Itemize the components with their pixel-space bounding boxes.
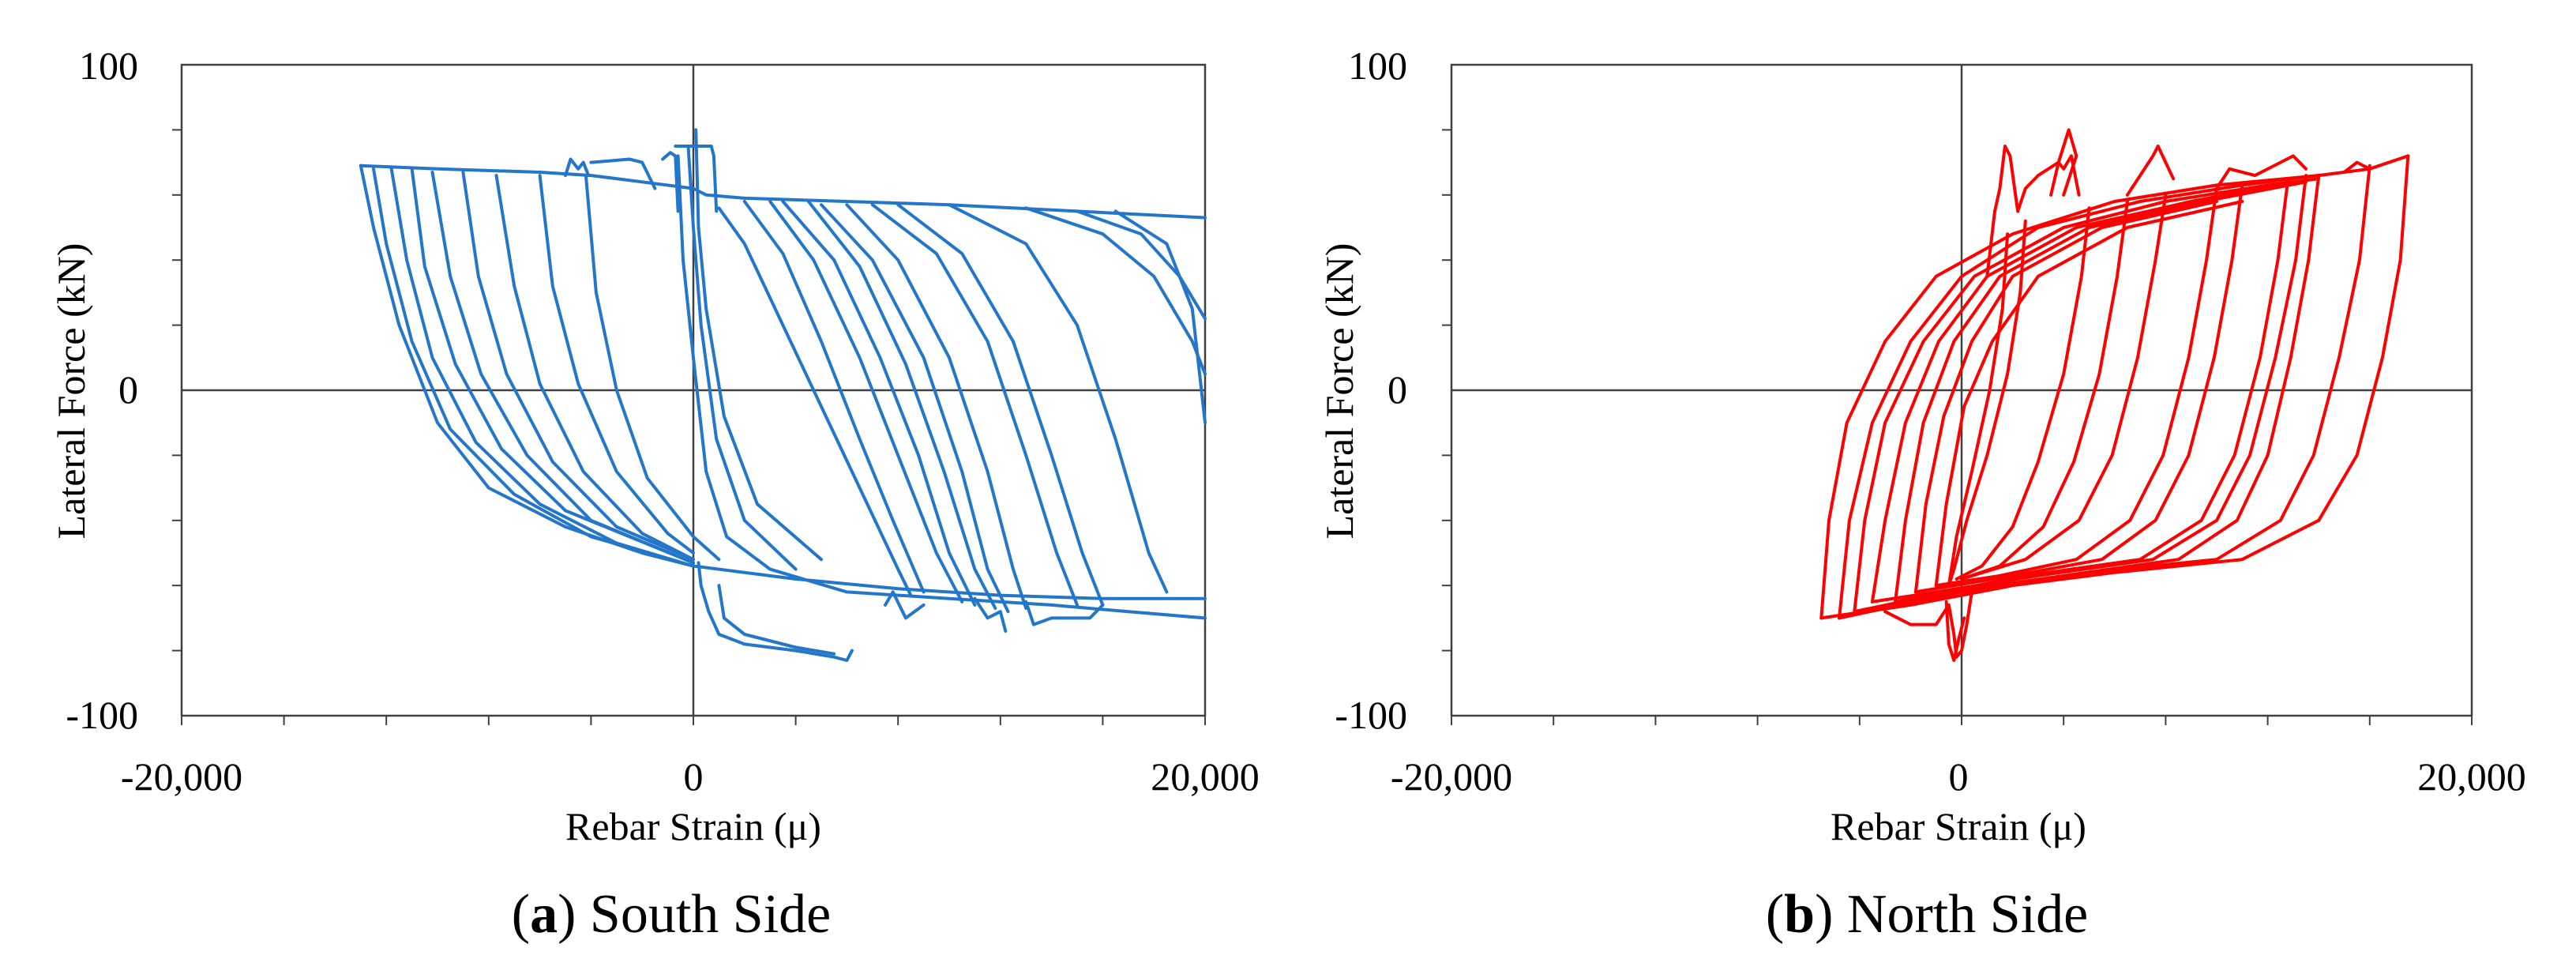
- series-north-bottom-steps: [1883, 590, 1973, 659]
- series-north-upper-branch-2: [1838, 174, 2321, 620]
- series-north-inner-2: [1947, 232, 2010, 588]
- series-south-step-1: [884, 590, 926, 620]
- series-north-lower-branch-1: [1819, 154, 2410, 620]
- series-south-spike-4: [589, 157, 657, 190]
- series-south-loop-p12: [1076, 209, 1207, 321]
- series-north-lower-branch-10: [1955, 206, 2091, 581]
- series-north-upper-branch-1: [1819, 154, 2410, 620]
- panel-south: 100 0 -100 -20,000 0 20,000 Rebar Strain…: [49, 43, 1260, 945]
- y-tick-label-bottom-north: -100: [1335, 693, 1407, 737]
- series-south-loop-r8: [584, 174, 721, 562]
- series-north-upper-branch-6: [1913, 200, 2218, 594]
- caption-south: (a) South Side: [512, 884, 831, 945]
- x-tick-label-right-south: 20,000: [1151, 754, 1260, 799]
- series-south-upper-envelope: [359, 164, 1207, 220]
- series-south-loop-p2: [742, 200, 926, 594]
- series-south-loop-r3: [410, 167, 695, 565]
- series-south-spike-2: [674, 145, 719, 213]
- series-south-loop-p6: [820, 203, 1010, 614]
- series-north-upper-branch-3: [1853, 177, 2321, 614]
- series-north-upper-branch-7: [1934, 200, 2244, 588]
- series-north-spike-2: [2016, 128, 2078, 213]
- series-south-loop-p13: [1113, 209, 1207, 425]
- series-south-loop-r2: [389, 167, 695, 568]
- series-south-loop-r1: [372, 167, 695, 568]
- y-tick-label-top-north: 100: [1348, 43, 1407, 88]
- series-south-loop-p9: [896, 203, 1105, 607]
- series-north-lower-branch-5: [1894, 177, 2290, 604]
- x-tick-label-mid-south: 0: [684, 754, 704, 799]
- series-south-loop-p7: [845, 203, 1028, 610]
- caption-letter-south: a: [530, 884, 558, 945]
- series-south-loop-p1: [717, 206, 913, 597]
- series-south-loop-p11: [1024, 206, 1207, 376]
- series-north-spike-4: [2125, 145, 2176, 197]
- y-tick-label-mid-south: 0: [118, 367, 138, 412]
- series-south-lower-right: [845, 590, 1207, 620]
- series-south-loop-p10: [948, 203, 1169, 594]
- caption-text-south: South Side: [576, 884, 831, 945]
- y-axis-title-north: Lateral Force (kN): [1317, 243, 1361, 540]
- y-axis-title-south: Lateral Force (kN): [49, 243, 93, 540]
- series-north-spike-6: [2342, 160, 2371, 174]
- caption-north: (b) North Side: [1766, 884, 2088, 945]
- series-north-inner-1: [1947, 219, 2027, 588]
- series-south-loop-r6: [494, 174, 695, 562]
- panel-north: 100 0 -100 -20,000 0 20,000 Rebar Strain…: [1317, 43, 2526, 945]
- plot-area-south: [172, 63, 1207, 725]
- series-south-spike-3: [564, 157, 591, 178]
- series-south-loop-r4: [430, 171, 695, 565]
- series-north-spike-5: [2215, 154, 2308, 190]
- series-north-lower-branch-9: [1960, 200, 2129, 581]
- series-north-lower-branch-7: [1934, 186, 2218, 588]
- x-axis-title-south: Rebar Strain (μ): [565, 804, 821, 848]
- series-north-lower-branch-3: [1853, 174, 2321, 614]
- series-north-lower-branch-8: [1960, 193, 2168, 581]
- y-tick-label-mid-north: 0: [1388, 367, 1407, 412]
- series-south-drop-1: [697, 561, 854, 662]
- series-south-step-2: [973, 596, 1008, 633]
- x-tick-label-mid-north: 0: [1949, 754, 1969, 799]
- series-south-loop-c3: [694, 128, 823, 562]
- series-north-upper-branch-4: [1870, 180, 2295, 604]
- caption-letter-north: b: [1784, 884, 1815, 945]
- series-south-loop-p4: [781, 200, 977, 607]
- series-north-lower-branch-6: [1913, 183, 2244, 594]
- series-north-upper-branch-5: [1894, 180, 2308, 604]
- series-south-loop-r7: [538, 174, 695, 555]
- x-tick-label-left-south: -20,000: [121, 754, 242, 799]
- series-south-loop-c2: [686, 145, 798, 571]
- series-north-spike-3: [2049, 154, 2081, 197]
- series-north-bottom-steps-2: [1944, 600, 1966, 662]
- series-south-spike-1: [661, 151, 680, 213]
- x-axis-title-north: Rebar Strain (μ): [1831, 804, 2086, 848]
- series-south-loop-r5: [461, 171, 695, 562]
- series-south-loop-p8: [870, 203, 1079, 607]
- x-tick-label-right-north: 20,000: [2417, 754, 2526, 799]
- series-south-step-3: [1024, 600, 1105, 626]
- series-south-loop-c1: [676, 154, 849, 594]
- caption-text-north: North Side: [1833, 884, 2088, 945]
- series-south-loop-p5: [806, 200, 997, 610]
- x-tick-label-left-north: -20,000: [1391, 754, 1512, 799]
- series-south-loop-p3: [768, 200, 964, 604]
- y-tick-label-bottom-south: -100: [66, 693, 138, 737]
- series-south-drop-2: [717, 584, 836, 656]
- series-north-spike-1: [1985, 145, 2020, 278]
- plot-area-north: [1442, 63, 2473, 725]
- y-tick-label-top-south: 100: [79, 43, 138, 88]
